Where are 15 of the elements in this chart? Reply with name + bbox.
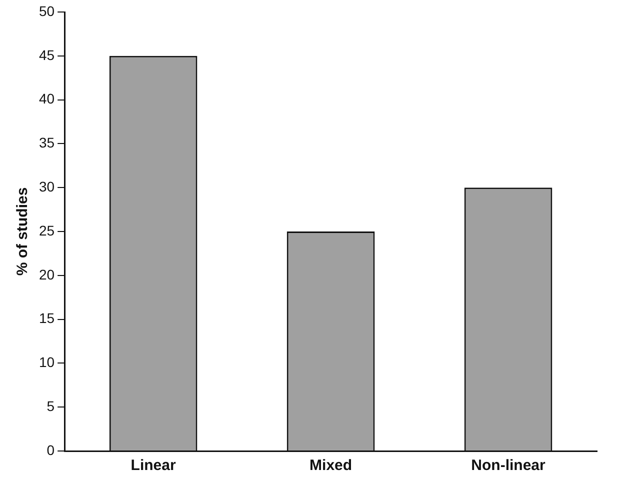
y-tick-label: 15 [38, 310, 55, 326]
y-tick-label: 0 [46, 442, 55, 458]
y-tick-label: 10 [38, 354, 55, 370]
y-axis-title: % of studies [14, 187, 32, 276]
x-tick-label: Linear [130, 457, 176, 474]
y-tick-label: 20 [38, 266, 55, 282]
y-tick-label: 25 [38, 222, 55, 238]
x-tick-label: Mixed [310, 457, 352, 474]
y-tick-label: 40 [38, 90, 55, 107]
y-tick-label: 45 [38, 46, 55, 63]
y-tick-label: 35 [38, 134, 55, 151]
x-tick-label: Non-linear [471, 457, 546, 474]
y-tick-label: 30 [38, 178, 55, 194]
y-tick-label: 5 [46, 398, 55, 414]
y-tick-label: 50 [38, 2, 55, 19]
